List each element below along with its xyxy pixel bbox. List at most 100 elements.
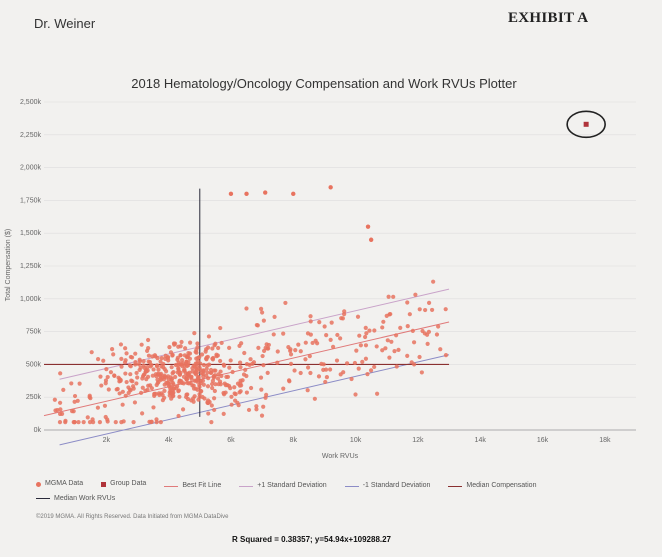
mgma-point [133,362,138,367]
x-tick-label: 14k [475,437,487,444]
mgma-point [292,368,297,373]
mgma-point [330,344,336,350]
mgma-point [283,300,288,306]
mgma-point [286,378,292,383]
mgma-point [90,417,95,422]
y-tick-label: 0k [34,427,42,434]
mgma-point [63,418,68,423]
mgma-point [265,370,270,375]
mgma-point [308,319,313,324]
x-tick-label: 10k [350,437,362,444]
minus-sd-line [59,354,450,446]
mgma-point [154,363,160,368]
mgma-point [372,364,377,370]
y-axis-ticks: 0k 250k 500k 750k 1,000k 1,250k 1,500k 1,750k 2,… [20,99,42,434]
mgma-point [198,388,203,394]
mgma-point [367,328,372,333]
legend-label: +1 Standard Deviation [257,482,327,489]
mgma-point [123,346,128,351]
mgma-point [196,397,201,402]
mgma-point [213,341,218,346]
mgma-point [210,385,215,391]
group-data-points [566,110,606,139]
mgma-point [118,342,124,347]
mgma-point [303,357,308,362]
mgma-point [349,376,354,382]
mgma-point [329,320,334,325]
mgma-point [137,367,142,373]
mgma-point [254,407,259,412]
mgma-point [197,355,202,360]
mgma-point [328,337,333,342]
mgma-point [205,363,210,368]
mgma-point [264,392,269,397]
mgma-point [188,375,193,380]
chart-legend: MGMA Data Group Data Best Fit Line +1 Stand… [36,478,636,505]
mgma-point [357,333,362,338]
y-tick-label: 250k [26,394,42,401]
mgma-point [146,353,152,358]
mgma-point [425,341,430,346]
mgma-point [140,411,145,416]
mgma-point [170,352,175,357]
x-tick-label: 6k [227,437,235,444]
legend-label: Best Fit Line [182,482,222,489]
mgma-point [386,294,391,299]
mgma-point [170,371,175,376]
chart-title: 2018 Hematology/Oncology Compensation an… [131,76,517,91]
mgma-point [313,338,318,343]
mgma-point [128,388,133,393]
mgma-point [417,307,422,312]
mgma-point [281,331,286,336]
mgma-point [261,363,266,368]
mgma-point [335,332,340,338]
mgma-point [61,387,66,392]
mgma-point [307,354,312,359]
mgma-point [192,331,197,336]
mgma-point [144,369,149,374]
mgma-point [132,400,138,405]
mgma-point [120,402,125,407]
mgma-point [263,190,268,195]
mgma-point [344,361,350,366]
mgma-point [186,381,192,386]
mgma-point [110,347,115,352]
mgma-point [338,336,343,341]
mgma-point [216,345,221,351]
mgma-point [212,396,217,401]
y-tick-label: 2,250k [20,132,42,139]
mgma-point [124,351,129,356]
mgma-point [413,292,418,297]
mgma-point [244,191,249,197]
legend-swatch [164,485,179,487]
mgma-point [185,392,190,397]
mgma-point [438,347,443,352]
mgma-point [227,365,232,370]
mgma-point [178,344,183,349]
mgma-point [323,367,329,372]
mgma-point [157,392,162,398]
mgma-point [342,309,347,314]
mgma-point [138,390,144,395]
mgma-point [146,383,151,388]
mgma-point [177,394,182,399]
mgma-point [202,396,207,401]
mgma-point [57,420,63,425]
mgma-point [111,352,116,357]
mgma-point [184,359,189,364]
mgma-point [255,323,260,328]
mgma-point [176,366,181,371]
mgma-point [197,392,202,397]
legend-swatch [36,481,41,487]
mgma-point [233,398,238,403]
mgma-point [259,387,264,392]
mgma-point [178,370,183,375]
mgma-point [184,376,189,382]
mgma-point [175,355,180,360]
mgma-point [254,404,259,409]
mgma-point [205,384,211,389]
mgma-point [102,403,108,408]
mgma-point [205,370,210,375]
mgma-point [209,403,214,408]
mgma-point [356,366,361,371]
